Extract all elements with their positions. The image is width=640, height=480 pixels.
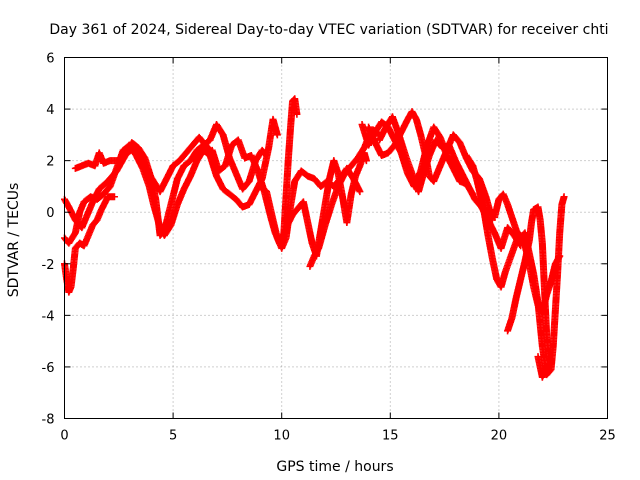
y-tick-label: -2	[42, 258, 55, 273]
axis-ticks: 0 5 10 15 20 25 -8 -6 -4 -2 0 2 4 6	[42, 52, 616, 444]
y-tick-label: -6	[42, 361, 55, 376]
data-point	[356, 188, 364, 196]
y-tick-label: 2	[46, 155, 54, 170]
data-point	[110, 193, 118, 201]
chart-title: Day 361 of 2024, Sidereal Day-to-day VTE…	[49, 22, 608, 38]
x-tick-label: 15	[382, 429, 399, 444]
x-tick-label: 0	[60, 429, 68, 444]
data-point	[534, 353, 542, 361]
data-point	[560, 193, 568, 201]
series-track-4	[71, 133, 216, 196]
data-points	[61, 95, 568, 381]
x-axis-label: GPS time / hours	[276, 459, 393, 475]
data-point	[273, 131, 281, 139]
y-tick-label: 0	[46, 206, 54, 221]
plot-frame	[64, 57, 608, 419]
series-track-14	[504, 203, 555, 381]
y-tick-label: -4	[42, 309, 55, 324]
x-tick-label: 10	[273, 429, 290, 444]
x-tick-label: 25	[599, 429, 616, 444]
series-track-7	[282, 149, 370, 260]
y-tick-label: -8	[42, 413, 55, 428]
y-tick-label: 6	[46, 52, 54, 67]
x-tick-label: 5	[169, 429, 177, 444]
y-tick-label: 4	[46, 103, 54, 118]
y-axis-label: SDTVAR / TECUs	[6, 183, 22, 298]
data-point	[293, 110, 301, 118]
data-point	[362, 157, 370, 165]
series-track-8	[306, 126, 383, 270]
x-tick-label: 20	[491, 429, 508, 444]
